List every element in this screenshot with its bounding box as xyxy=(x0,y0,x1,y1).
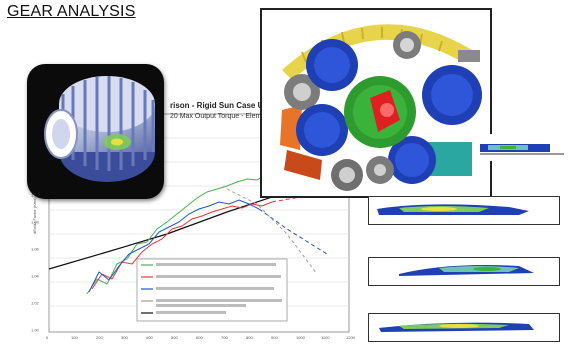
chart-title: rison - Rigid Sun Case U 20 Max Output T… xyxy=(170,101,280,127)
series-blue-dashed xyxy=(258,208,328,255)
x-tick-label: 1100 xyxy=(321,335,330,340)
gear-icon xyxy=(27,64,164,199)
x-tick-label: 500 xyxy=(171,335,178,340)
planetary-gear-assembly-icon xyxy=(260,8,492,198)
y-tick-label: 1.02 xyxy=(31,301,40,306)
svg-text:dEv/dz Factor (Kmo): dEv/dz Factor (Kmo) xyxy=(32,197,37,234)
contact-pattern-icon xyxy=(368,196,560,225)
x-tick-label: 800 xyxy=(246,335,253,340)
x-tick-label: 600 xyxy=(196,335,203,340)
x-tick-label: 700 xyxy=(221,335,228,340)
series-green xyxy=(86,173,268,295)
chart-subtitle: 20 Max Output Torque - Elem xyxy=(170,113,262,120)
series-blue xyxy=(88,199,260,293)
x-tick-label: 100 xyxy=(71,335,78,340)
x-tick-label: 900 xyxy=(271,335,278,340)
contact-pattern-icon xyxy=(368,257,560,286)
y-tick-label: 1.06 xyxy=(31,247,40,252)
page-title: GEAR ANALYSIS xyxy=(7,3,136,20)
x-tick-label: 1000 xyxy=(296,335,306,340)
y-tick-label: 1.00 xyxy=(31,328,40,333)
contact-pattern-icon xyxy=(480,134,564,161)
x-tick-label: 300 xyxy=(121,335,128,340)
series-gray-dashed xyxy=(226,188,318,275)
x-tick-label: 1200 xyxy=(346,335,356,340)
chart-title-text: rison - Rigid Sun Case U xyxy=(170,101,264,110)
y-tick-label: 1.04 xyxy=(31,274,40,279)
x-tick-label: 200 xyxy=(96,335,103,340)
x-tick-label: 0 xyxy=(46,335,49,340)
x-tick-label: 400 xyxy=(146,335,153,340)
contact-pattern-icon xyxy=(368,313,560,342)
y-tick-label: 1.08 xyxy=(31,220,40,225)
